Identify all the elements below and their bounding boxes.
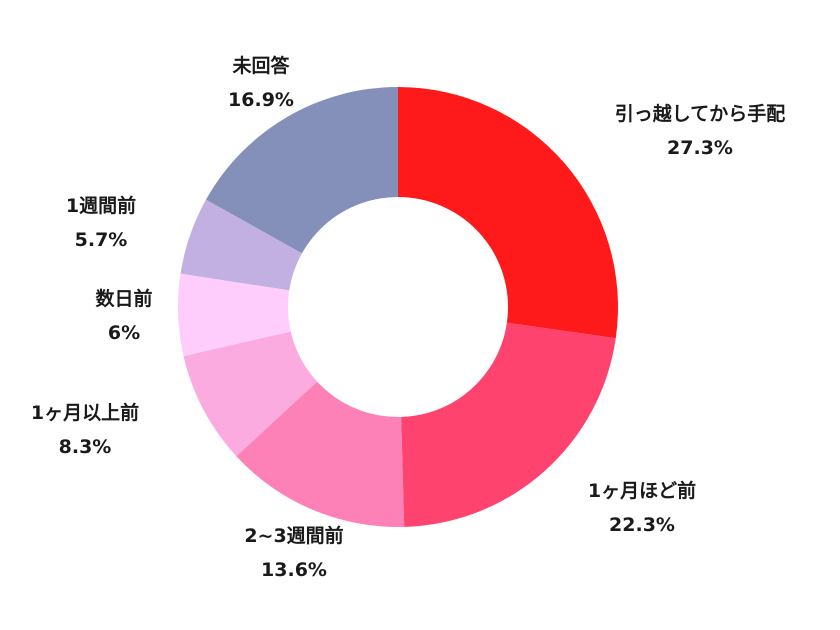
slice-category-label: 1ヶ月ほど前 bbox=[588, 479, 696, 502]
slice-label-4: 1ヶ月以上前 8.3% bbox=[31, 401, 139, 458]
slice-value-label: 16.9% bbox=[228, 89, 294, 111]
slice-value-label: 13.6% bbox=[261, 559, 327, 581]
slice-category-label: 引っ越してから手配 bbox=[615, 102, 785, 125]
labels-group: 引っ越してから手配 27.3% 1ヶ月ほど前 22.3% 2~3週間前 13.6% 1ヶ月以… bbox=[31, 54, 785, 581]
slice-value-label: 22.3% bbox=[609, 514, 675, 536]
slice-value-label: 5.7% bbox=[75, 229, 128, 251]
slice-category-label: 数日前 bbox=[95, 287, 152, 310]
slice-label-3: 2~3週間前 13.6% bbox=[244, 524, 343, 581]
slice-category-label: 2~3週間前 bbox=[244, 524, 343, 547]
slice-category-label: 未回答 bbox=[231, 54, 290, 77]
slice-label-2: 1ヶ月ほど前 22.3% bbox=[588, 479, 696, 536]
slice-value-label: 8.3% bbox=[59, 436, 112, 458]
slice-category-label: 1週間前 bbox=[66, 194, 136, 217]
slice-value-label: 6% bbox=[108, 322, 140, 344]
slice-label-7: 未回答 16.9% bbox=[228, 54, 294, 111]
slice-label-1: 引っ越してから手配 27.3% bbox=[615, 102, 785, 159]
donut-hole bbox=[288, 197, 508, 417]
slice-5 bbox=[177, 273, 398, 356]
slice-label-5: 数日前 6% bbox=[95, 287, 152, 344]
slice-label-6: 1週間前 5.7% bbox=[66, 194, 136, 251]
slice-value-label: 27.3% bbox=[667, 137, 733, 159]
slice-category-label: 1ヶ月以上前 bbox=[31, 401, 139, 424]
